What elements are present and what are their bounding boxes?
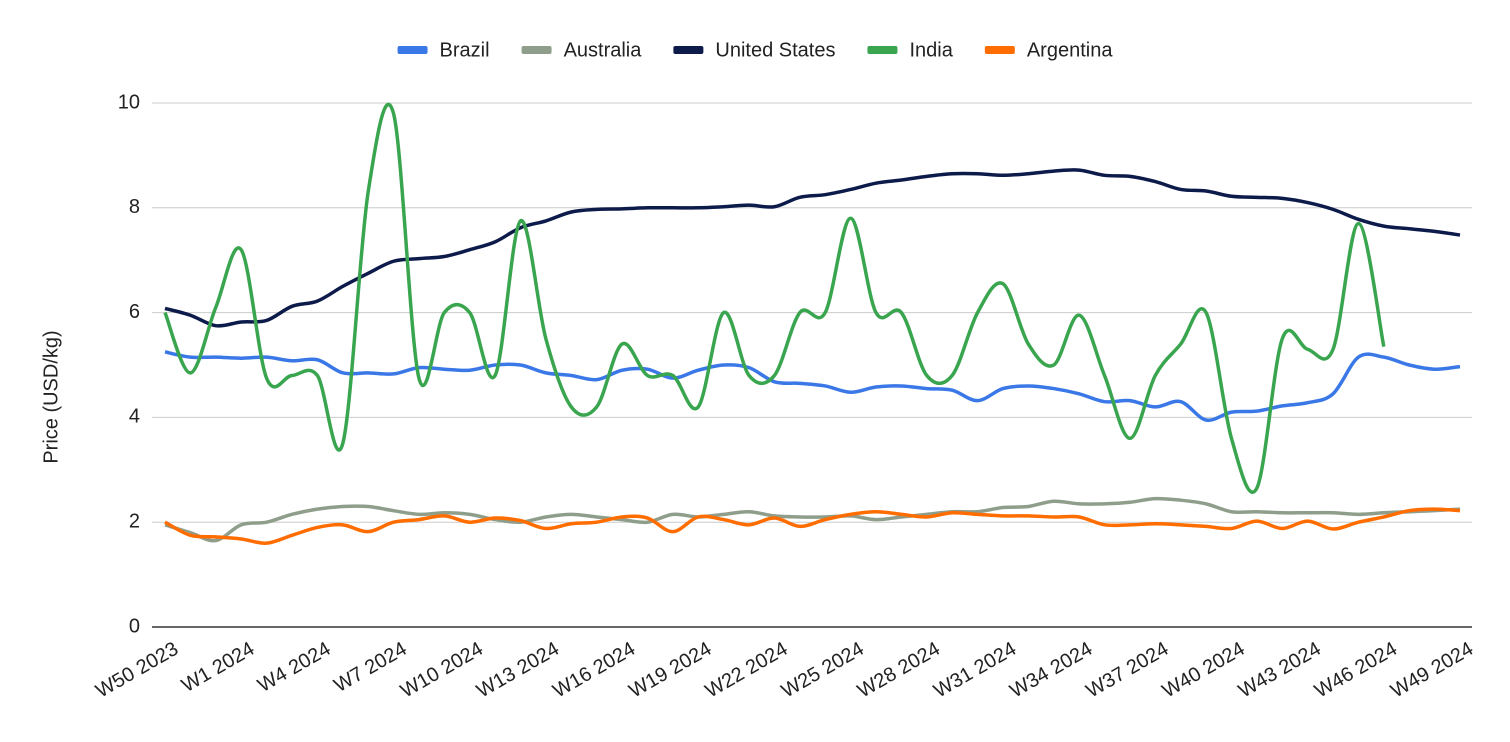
legend-swatch: [673, 46, 704, 54]
line-series: [164, 496, 1461, 543]
x-tick-label: W40 2024: [1159, 638, 1249, 703]
x-tick-label: W16 2024: [549, 638, 639, 703]
x-tick-label: W10 2024: [397, 638, 487, 703]
legend-label: Brazil: [440, 39, 490, 61]
x-tick-label: W13 2024: [473, 638, 563, 703]
x-tick-label: W49 2024: [1387, 638, 1477, 703]
x-tick-label: W1 2024: [178, 638, 258, 697]
x-tick-label: W19 2024: [625, 638, 715, 703]
y-axis-label: Price (USD/kg): [40, 330, 62, 463]
y-tick-label: 0: [129, 615, 140, 637]
y-tick-label: 4: [129, 406, 140, 428]
y-tick-label: 10: [118, 91, 140, 113]
line-series: [164, 507, 1461, 545]
y-tick-label: 2: [129, 510, 140, 532]
x-tick-label: W46 2024: [1311, 638, 1401, 703]
x-tick-label: W4 2024: [254, 638, 334, 697]
x-tick-label: W50 2023: [92, 638, 182, 703]
legend-label: United States: [715, 39, 835, 61]
legend-label: Argentina: [1027, 39, 1113, 61]
line-series: [163, 102, 1386, 494]
legend-swatch: [867, 46, 898, 54]
legend-label: India: [909, 39, 953, 61]
x-tick-label: W37 2024: [1082, 638, 1172, 703]
legend-swatch: [984, 46, 1015, 54]
x-tick-label: W34 2024: [1006, 638, 1096, 703]
x-tick-label: W43 2024: [1235, 638, 1325, 703]
x-tick-label: W28 2024: [854, 638, 944, 703]
legend-swatch: [521, 46, 552, 54]
x-tick-label: W22 2024: [702, 638, 792, 703]
y-tick-label: 6: [129, 301, 140, 323]
legend-label: Australia: [564, 39, 643, 61]
y-tick-label: 8: [129, 196, 140, 218]
x-tick-label: W25 2024: [778, 638, 868, 703]
legend-swatch: [397, 46, 428, 54]
line-series: [164, 168, 1461, 328]
x-tick-label: W31 2024: [930, 638, 1020, 703]
line-series: [164, 350, 1461, 422]
